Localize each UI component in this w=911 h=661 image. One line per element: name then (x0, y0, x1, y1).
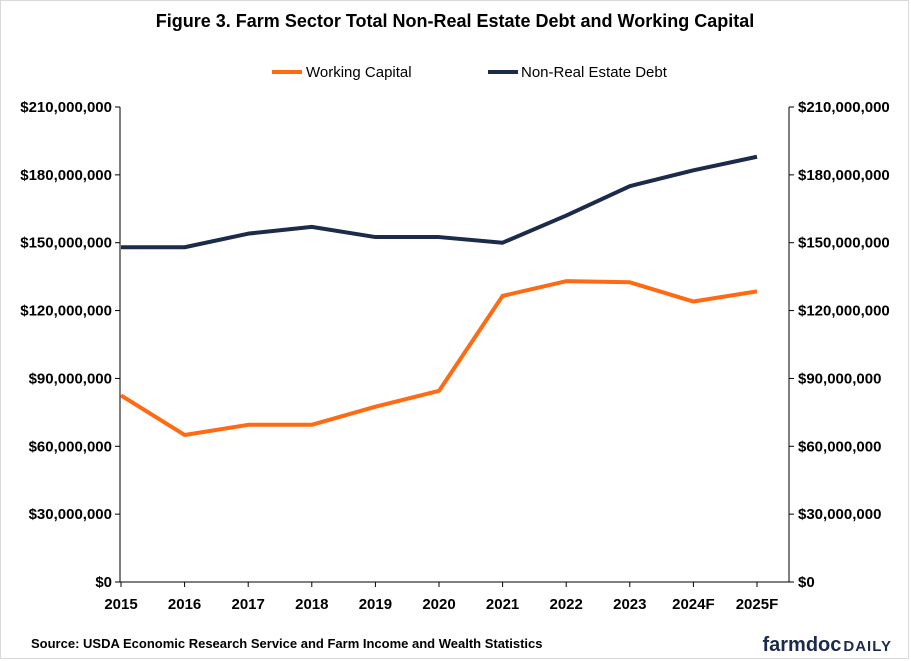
source-note: Source: USDA Economic Research Service a… (31, 636, 543, 651)
y-tick-label-left: $90,000,000 (29, 370, 112, 387)
x-tick-label: 2019 (359, 596, 392, 613)
series-line-working-capital (119, 279, 758, 437)
x-tick-label: 2024F (672, 596, 715, 613)
y-tick-label-right: $30,000,000 (798, 506, 881, 523)
chart-title: Figure 3. Farm Sector Total Non-Real Est… (156, 11, 754, 31)
x-tick-label: 2022 (550, 596, 583, 613)
y-tick-label-right: $180,000,000 (798, 167, 890, 184)
x-tick-label: 2015 (104, 596, 137, 613)
y-tick-label-left: $150,000,000 (20, 235, 112, 252)
y-tick-label-left: $60,000,000 (29, 438, 112, 455)
brand-logo: farmdoc DAILY (762, 634, 892, 656)
x-tick-label: 2017 (232, 596, 265, 613)
x-ticks: 2015 2016 2017 2018 2019 2020 2021 2022 2023 2024… (104, 582, 778, 613)
legend: Working Capital Non-Real Estate Debt (272, 64, 668, 81)
series-line-non-real-estate-debt (121, 154, 758, 250)
legend-label-working-capital: Working Capital (306, 64, 412, 81)
brand-logo-farmdoc: farmdoc (762, 634, 841, 656)
y-ticks-right: $0 $30,000,000 $60,000,000 $90,000,000 $120,… (789, 99, 890, 591)
x-tick-label: 2025F (736, 596, 779, 613)
y-tick-label-right: $0 (798, 574, 815, 591)
y-tick-label-left: $210,000,000 (20, 99, 112, 116)
y-tick-label-left: $180,000,000 (20, 167, 112, 184)
x-tick-label: 2016 (168, 596, 201, 613)
y-tick-label-left: $30,000,000 (29, 506, 112, 523)
x-tick-label: 2020 (422, 596, 455, 613)
series-lines (119, 154, 758, 437)
x-tick-label: 2023 (613, 596, 646, 613)
y-tick-label-left: $0 (95, 574, 112, 591)
y-tick-label-left: $120,000,000 (20, 303, 112, 320)
x-tick-label: 2021 (486, 596, 519, 613)
legend-label-non-real-estate-debt: Non-Real Estate Debt (521, 64, 668, 81)
y-tick-label-right: $90,000,000 (798, 370, 881, 387)
y-tick-label-right: $150,000,000 (798, 235, 890, 252)
x-tick-label: 2018 (295, 596, 328, 613)
y-tick-label-right: $120,000,000 (798, 303, 890, 320)
brand-logo-daily: DAILY (843, 638, 892, 655)
y-tick-label-right: $210,000,000 (798, 99, 890, 116)
y-tick-label-right: $60,000,000 (798, 438, 881, 455)
y-ticks-left: $0 $30,000,000 $60,000,000 $90,000,000 $120,… (20, 99, 120, 591)
